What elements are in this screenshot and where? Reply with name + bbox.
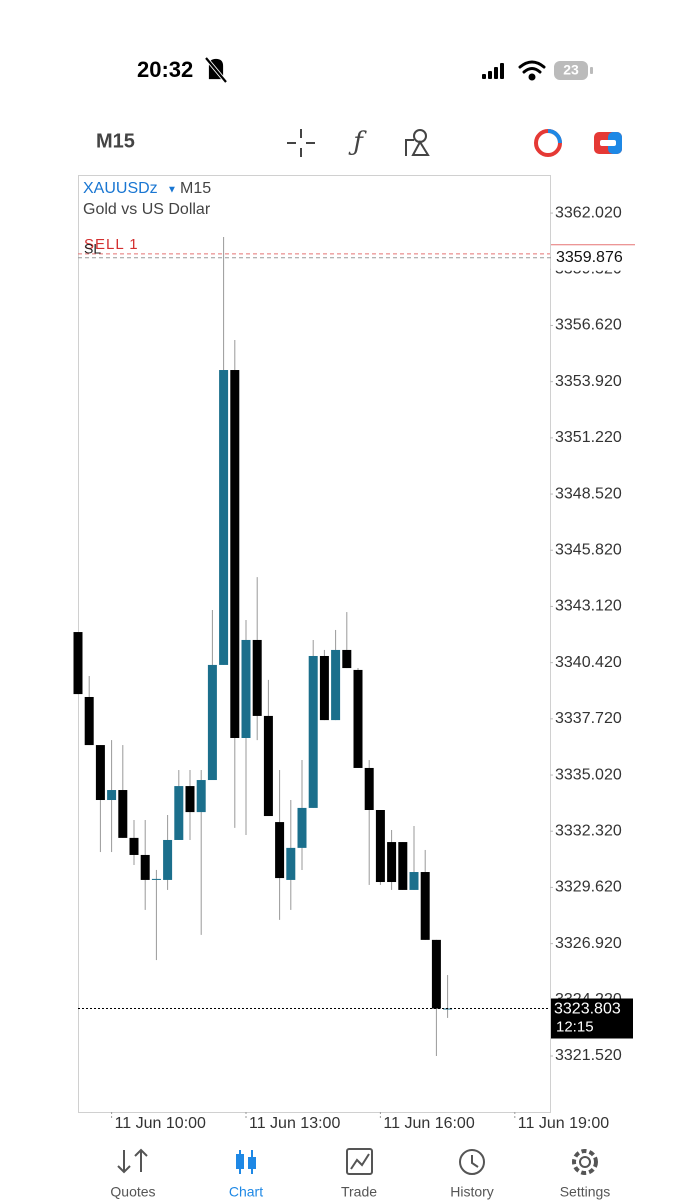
candle-body bbox=[342, 649, 352, 669]
signal-icon bbox=[482, 63, 504, 79]
y-tick-label: 3356.620 bbox=[555, 317, 622, 334]
candle-body bbox=[118, 790, 128, 838]
y-tick-label: 3353.920 bbox=[555, 373, 622, 390]
objects-button[interactable] bbox=[405, 129, 430, 156]
candle-body bbox=[297, 807, 307, 848]
candle-body bbox=[151, 878, 161, 880]
tab-settings[interactable]: Settings bbox=[560, 1184, 611, 1200]
candle-body bbox=[409, 872, 419, 890]
order-price-label: 3359.876 bbox=[556, 249, 623, 266]
tab-icons bbox=[117, 1148, 598, 1175]
candle-body bbox=[252, 639, 262, 716]
y-tick-label: 3329.620 bbox=[555, 879, 622, 896]
candle-body bbox=[387, 842, 397, 883]
candle-body bbox=[95, 745, 105, 801]
candle-body bbox=[140, 854, 150, 880]
candle-body bbox=[375, 810, 385, 883]
sl-label: SL bbox=[84, 241, 101, 257]
y-tick-label: 3340.420 bbox=[555, 654, 622, 671]
symbol[interactable]: XAUUSDz bbox=[83, 180, 158, 197]
candle-body bbox=[73, 632, 83, 695]
candle-body bbox=[319, 655, 329, 721]
y-tick-label: 3335.020 bbox=[555, 766, 622, 783]
y-tick-label: 3332.320 bbox=[555, 822, 622, 839]
battery-level: 23 bbox=[563, 62, 579, 78]
plot: 3362.0203359.3203356.6203353.9203351.220… bbox=[73, 204, 635, 1132]
y-tick-label: 3326.920 bbox=[555, 935, 622, 952]
y-tick-label: 3345.820 bbox=[555, 541, 622, 558]
candle-body bbox=[286, 847, 296, 880]
clock: 20:32 bbox=[137, 57, 193, 82]
x-tick-label: 11 Jun 19:00 bbox=[518, 1115, 609, 1132]
current-price-box bbox=[551, 998, 633, 1039]
symbol-description: Gold vs US Dollar bbox=[83, 201, 211, 218]
candle-body bbox=[420, 872, 430, 940]
timeframe-button[interactable]: M15 bbox=[96, 130, 135, 152]
candle-body bbox=[174, 786, 184, 840]
tab-trade[interactable]: Trade bbox=[341, 1184, 377, 1200]
candle-body bbox=[185, 786, 195, 813]
candle-body bbox=[163, 839, 173, 880]
y-tick-label: 3337.720 bbox=[555, 710, 622, 727]
candle-body bbox=[431, 939, 441, 1009]
trade-button[interactable] bbox=[594, 132, 622, 154]
tab-history[interactable]: History bbox=[450, 1184, 494, 1200]
candle-body bbox=[364, 767, 374, 811]
candle-body bbox=[107, 790, 117, 801]
candle-body bbox=[241, 639, 251, 738]
candle-body bbox=[308, 655, 318, 808]
tab-quotes[interactable]: Quotes bbox=[110, 1184, 155, 1200]
battery-icon: 23 bbox=[554, 61, 593, 80]
candle-body bbox=[275, 822, 285, 879]
tab-chart[interactable]: Chart bbox=[229, 1184, 263, 1200]
current-price-label: 3323.803 bbox=[554, 1001, 621, 1018]
x-tick-label: 11 Jun 13:00 bbox=[249, 1115, 340, 1132]
order-price-box bbox=[551, 244, 635, 271]
candle-body bbox=[219, 370, 229, 665]
y-tick-label: 3362.020 bbox=[555, 204, 622, 221]
order-label: SELL 1 bbox=[84, 236, 139, 253]
y-tick-label: 3351.220 bbox=[555, 429, 622, 446]
indicators-button[interactable]: ƒ bbox=[348, 127, 367, 157]
chart-timeframe: M15 bbox=[180, 180, 211, 197]
x-tick-label: 11 Jun 16:00 bbox=[383, 1115, 474, 1132]
y-tick-label: 3348.520 bbox=[555, 485, 622, 502]
candle-body bbox=[331, 649, 341, 721]
candle-body bbox=[129, 837, 139, 855]
crosshair-button[interactable] bbox=[287, 129, 315, 157]
account-button[interactable] bbox=[534, 129, 562, 157]
bar-countdown: 12:15 bbox=[556, 1018, 594, 1035]
candle-body bbox=[207, 664, 217, 781]
y-tick-label: 3321.520 bbox=[555, 1047, 622, 1064]
y-tick-label: 3343.120 bbox=[555, 598, 622, 615]
candle-body bbox=[230, 370, 240, 738]
candle-body bbox=[398, 842, 408, 890]
symbol-dropdown[interactable]: ▼ bbox=[167, 185, 177, 196]
candle-body bbox=[263, 715, 273, 817]
candle-body bbox=[84, 696, 94, 746]
wifi-icon bbox=[518, 60, 546, 81]
x-tick-label: 11 Jun 10:00 bbox=[115, 1115, 206, 1132]
candle-body bbox=[196, 780, 206, 813]
mute-icon bbox=[204, 56, 228, 84]
candle-body bbox=[353, 669, 363, 768]
